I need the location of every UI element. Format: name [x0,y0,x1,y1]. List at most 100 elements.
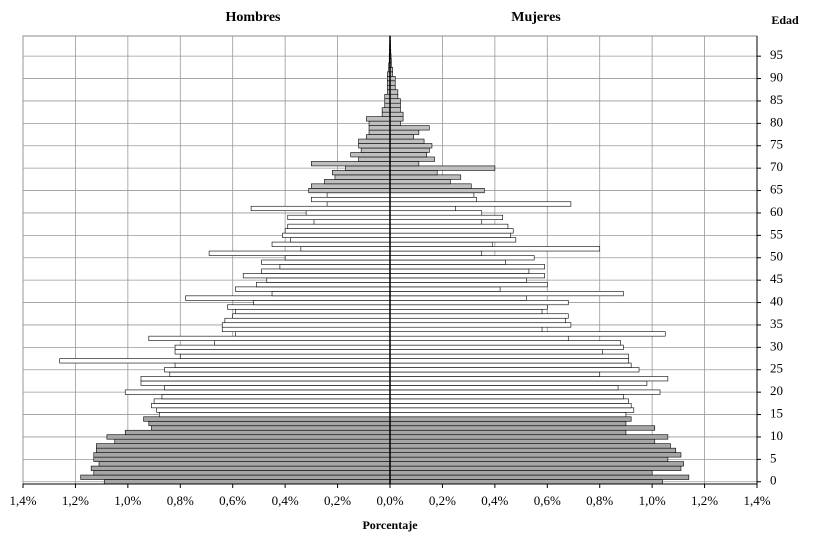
bar [389,89,399,95]
bar [311,183,391,189]
x-tick-label: 1,2% [691,493,718,508]
bar [389,456,669,462]
bar [345,165,391,171]
bar [124,389,391,395]
bar [389,134,414,140]
y-tick-label: 95 [770,47,783,62]
x-tick-label: 0,8% [167,493,194,508]
y-tick-label: 75 [770,137,783,152]
bar [389,125,430,131]
bar [389,268,530,274]
x-tick-label: 0,4% [272,493,299,508]
bar [389,429,627,436]
bar [174,349,391,355]
x-tick-label: 1,4% [743,493,770,508]
x-tick-label: 0,2% [429,493,456,508]
bar [250,205,391,212]
bar [384,98,391,104]
x-tick-label: 0,2% [324,493,351,508]
bar [389,461,684,467]
bar [389,398,629,404]
bar [174,362,391,368]
bar [389,223,509,229]
bar [279,264,391,270]
bar [389,420,627,427]
bar [389,192,475,198]
bar [161,394,391,400]
bar [389,84,396,91]
bar [389,295,527,301]
y-tick-label: 35 [770,316,783,331]
bar [256,282,391,288]
bar [389,156,435,162]
x-tick-label: 0,8% [586,493,613,508]
x-tick-label: 1,2% [62,493,89,508]
bar [287,214,391,220]
bar [98,461,391,467]
bar [389,416,632,422]
x-tick-label: 1,0% [639,493,666,508]
bar [389,273,545,279]
bar [148,420,391,427]
bar [389,335,569,341]
bar [389,465,682,471]
bar [389,308,543,315]
bar [93,470,391,476]
bar [368,125,391,131]
bar [179,353,391,359]
bar [143,416,391,422]
bar [271,291,391,297]
bar [389,474,690,480]
y-tick-label: 60 [770,204,783,219]
bar [389,362,632,368]
bar [389,80,396,86]
x-tick-label: 0,6% [534,493,561,508]
bar [185,295,391,301]
bar [151,425,391,431]
bar [389,214,504,220]
bar [389,304,548,310]
bar [300,246,391,252]
bar [332,170,391,176]
bar [389,237,517,243]
y-tick-label: 65 [770,182,783,197]
bar [389,349,603,355]
bar [389,447,677,453]
y-tick-label: 45 [770,271,783,286]
bar [389,174,462,180]
bar [389,326,543,332]
x-tick-label: 1,4% [9,493,36,508]
bar [96,447,391,453]
bar [389,129,420,135]
bar [90,465,391,471]
bar [389,376,669,382]
bar [174,344,391,350]
bar [389,438,656,444]
bar [313,219,391,225]
bar [381,107,391,113]
bar [208,250,391,256]
y-tick-label: 10 [770,428,783,443]
bar [124,429,391,436]
bar [389,188,485,194]
bar [221,326,391,332]
bar [389,380,648,386]
bar [227,304,391,310]
bar [284,228,391,234]
bar [389,196,477,203]
bar [389,201,572,207]
bar [389,264,545,270]
bar [389,210,483,216]
bar [389,255,535,261]
bar [389,111,404,117]
bar [389,313,569,319]
bar [358,138,391,144]
bar [389,385,619,391]
bar [389,98,401,104]
bar [308,188,391,194]
bar [389,331,666,337]
y-tick-label: 55 [770,226,783,241]
bar [235,286,391,292]
bar [358,156,391,162]
